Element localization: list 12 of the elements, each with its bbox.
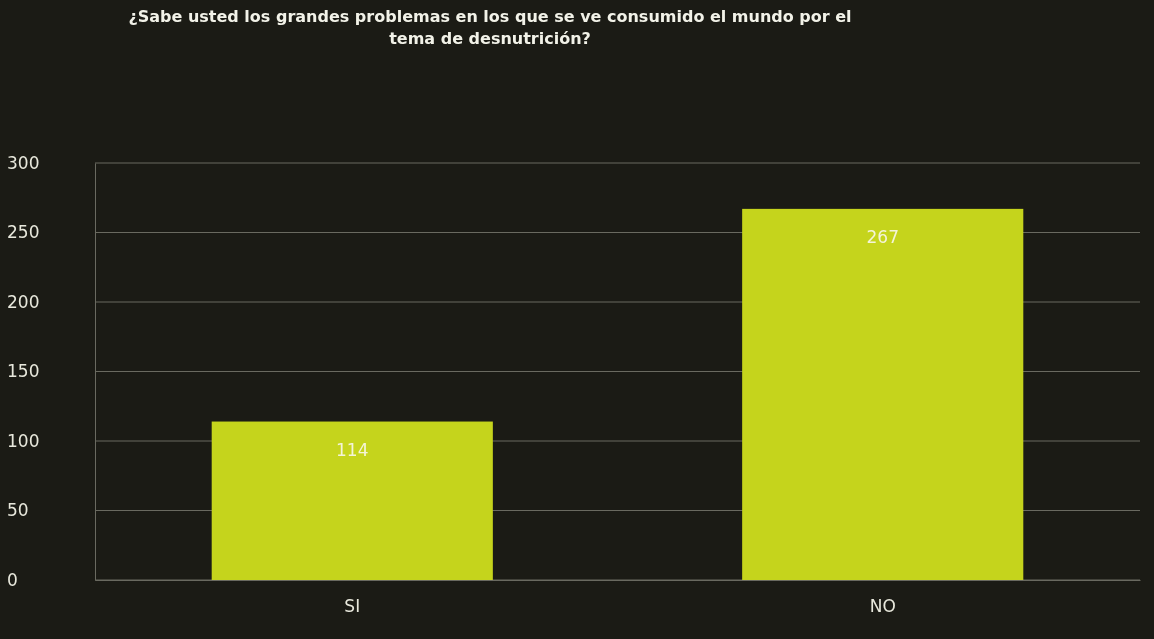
y-tick-label: 200 [7, 291, 40, 312]
y-tick-label: 250 [7, 222, 40, 243]
x-tick-label: SI [344, 596, 361, 617]
y-tick-label: 150 [7, 361, 40, 382]
data-label: 267 [866, 226, 899, 247]
y-tick-label: 50 [7, 500, 29, 521]
y-tick-label: 0 [7, 569, 18, 590]
chart-title: ¿Sabe usted los grandes problemas en los que se ve consumido el mundo por el tema de desnutrición? [128, 7, 852, 48]
y-tick-label: 300 [7, 152, 40, 173]
x-tick-label: NO [869, 596, 896, 617]
y-tick-label: 100 [7, 430, 40, 451]
data-label: 114 [336, 439, 369, 460]
